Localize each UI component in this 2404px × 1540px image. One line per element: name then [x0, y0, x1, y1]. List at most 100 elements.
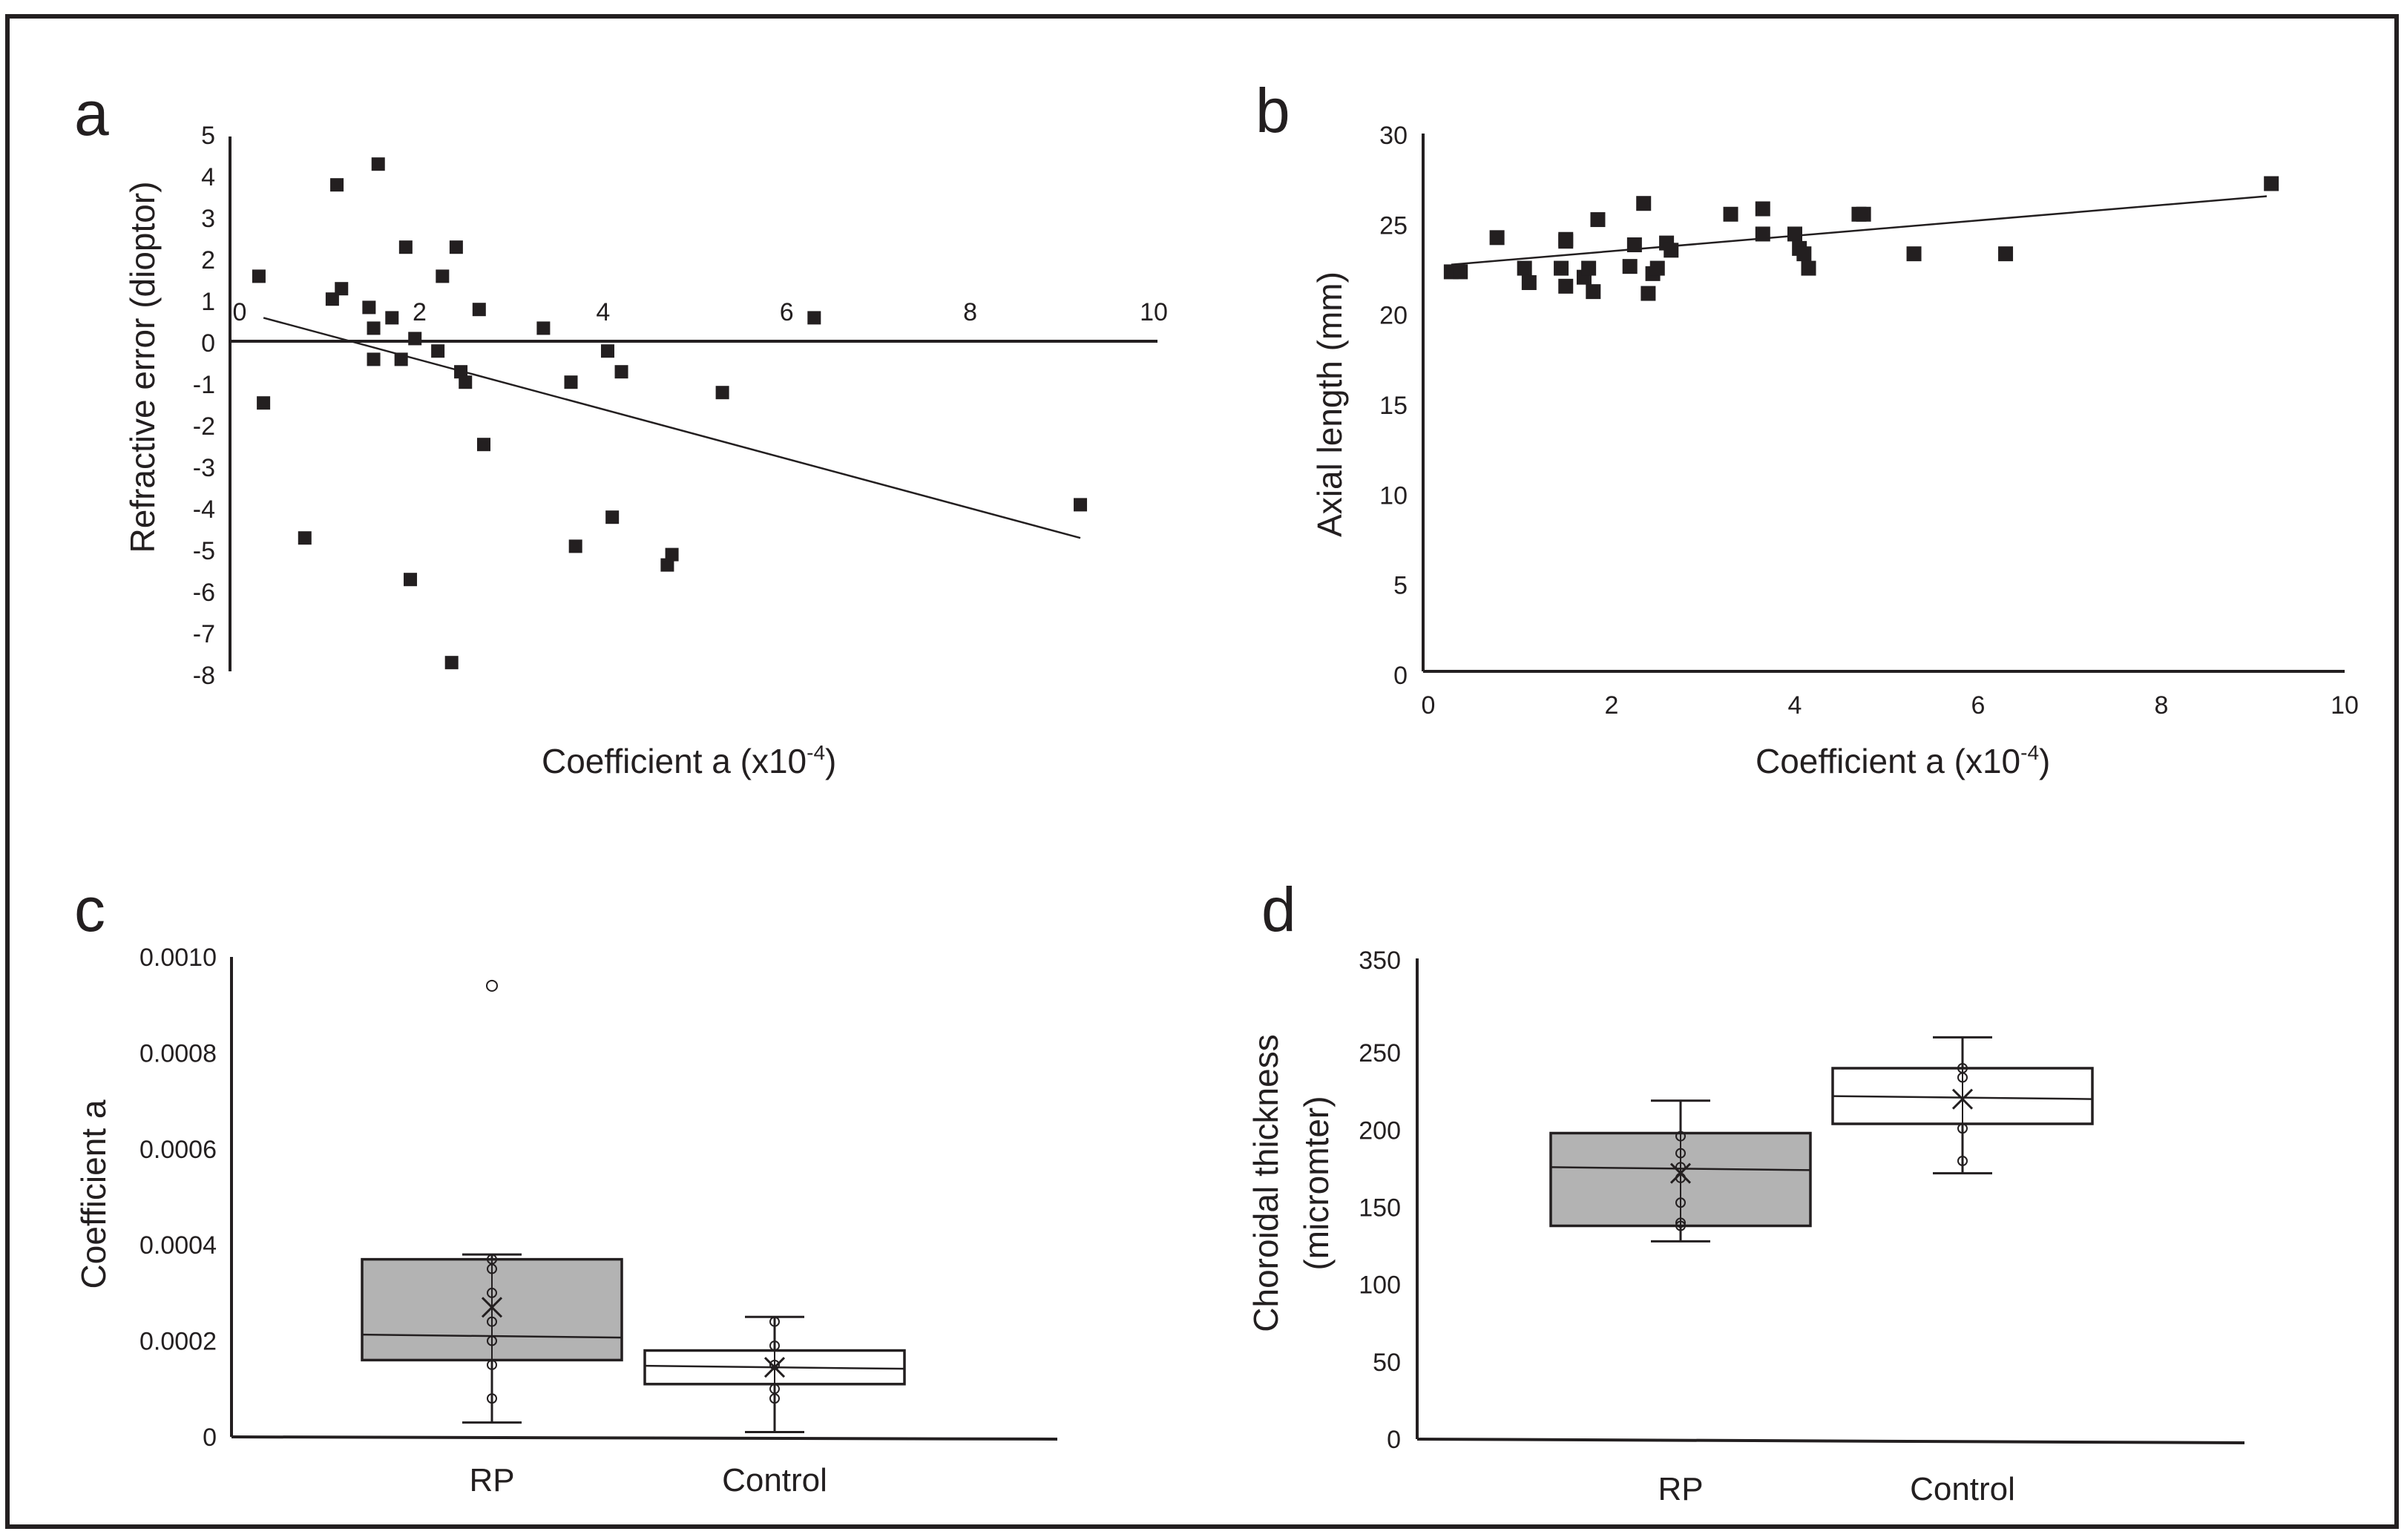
panel-b-x-tick: 2	[1605, 691, 1619, 720]
panel-d-y-tick: 50	[1373, 1349, 1401, 1377]
panel-b-x-tick: 8	[2155, 691, 2169, 720]
panel-b-point	[1796, 246, 1812, 262]
panel-a-point	[454, 365, 468, 379]
panel-a-point	[715, 386, 729, 400]
panel-c-mean-marker	[763, 1357, 786, 1378]
panel-d-data-point	[1957, 1063, 1968, 1073]
panel-a-point	[394, 352, 408, 366]
panel-a-point	[325, 292, 339, 306]
panel-a-y-tick: 1	[201, 288, 215, 316]
panel-a-y-tick: -2	[193, 412, 215, 441]
panel-a-point	[385, 311, 399, 325]
panel-b-point	[1554, 260, 1569, 276]
panel-d-x-axis	[1416, 1438, 2245, 1444]
panel-c-y-tick: 0.0006	[139, 1136, 217, 1164]
panel-a-point	[398, 240, 413, 254]
panel-a-y-tick: 3	[201, 205, 215, 233]
panel-a-x-tick: 4	[596, 298, 610, 326]
panel-a-y-tick: -4	[193, 496, 215, 524]
panel-c-category-label: Control	[722, 1462, 827, 1498]
panel-d-data-point	[1675, 1197, 1686, 1208]
panel-b-points	[1443, 176, 2279, 301]
panel-c-data-point	[487, 1393, 497, 1404]
panel-a-point	[362, 300, 376, 315]
panel-d-y-tick: 100	[1359, 1271, 1401, 1300]
panel-c-mean-marker	[481, 1297, 503, 1318]
panel-c-x-axis	[231, 1435, 1058, 1441]
panel-a-point	[335, 282, 349, 296]
panel-a-x-tick: 0	[233, 298, 247, 326]
panel-a-point	[600, 344, 614, 358]
panel-b-point	[1755, 226, 1770, 242]
panel-a-point	[436, 269, 450, 283]
panel-b-x-tick-labels: 0 2 4 6 8 10	[1422, 691, 2359, 720]
panel-b-point	[1453, 264, 1468, 280]
panel-a-x-tick: 2	[413, 298, 427, 326]
panel-b-point	[1622, 259, 1638, 274]
panel-b-x-tick: 4	[1788, 691, 1802, 720]
panel-b-y-tick: 5	[1393, 572, 1408, 600]
panel-c-category-label: RP	[469, 1462, 514, 1498]
panel-c-y-tick: 0.0010	[139, 944, 217, 972]
panel-a-point	[605, 510, 620, 524]
panel-b-y-tick: 0	[1393, 662, 1408, 690]
panel-a-y-axis-label: Refractive error (dioptor)	[123, 181, 162, 553]
panel-a-point	[665, 547, 679, 562]
panel-b-point	[1558, 278, 1574, 294]
panel-b-point	[1558, 231, 1574, 247]
panel-a-point	[476, 438, 490, 452]
panel-a-point	[449, 240, 463, 254]
panel-a-y-tick: -7	[193, 620, 215, 648]
panel-a-x-tick: 8	[963, 298, 977, 326]
panel-d-category-label: RP	[1658, 1471, 1703, 1507]
panel-b-point	[1586, 284, 1601, 300]
panel-d-y-tick: 350	[1359, 947, 1401, 975]
panel-c-data-point	[769, 1359, 780, 1370]
panel-c-data-point	[487, 1254, 497, 1265]
panel-b-point	[1517, 260, 1532, 276]
panel-b-point	[2264, 176, 2279, 191]
panel-b-point	[1856, 206, 1871, 222]
panel-a-y-tick: 0	[201, 329, 215, 358]
panel-d-boxplot: d 350 250 200 150 100 50 0 RP Control Choroidal…	[1247, 875, 2245, 1507]
panel-d-category-labels: RP Control	[1658, 1471, 2014, 1507]
panel-a-x-label-sup: -4	[807, 741, 825, 764]
panel-b-point	[1906, 246, 1922, 262]
panel-a-point	[459, 375, 473, 389]
panel-b-point	[1649, 260, 1665, 276]
panel-c-data-point	[487, 1287, 497, 1298]
panel-b-scatter: b 0 2 4 6 8 10 30 25 20 15 10 5 0 Axial length (mm)…	[1255, 76, 2359, 780]
panel-b-point	[1581, 260, 1597, 276]
panel-b-point	[1641, 286, 1656, 301]
panel-b-y-tick-labels: 30 25 20 15 10 5 0	[1379, 122, 1408, 690]
panel-c-data-point	[769, 1383, 780, 1395]
panel-a-x-label-main: Coefficient a (x10	[542, 742, 807, 780]
panel-letter-b: b	[1255, 76, 1290, 145]
panel-c-data-point	[487, 1335, 497, 1346]
panel-d-data-point	[1675, 1220, 1686, 1231]
panel-a-point	[257, 396, 271, 410]
panel-b-y-tick: 10	[1379, 481, 1408, 510]
panel-a-x-tick: 6	[780, 298, 794, 326]
panel-b-point	[1626, 237, 1642, 253]
panel-a-point	[564, 375, 578, 389]
panel-c-y-tick: 0	[203, 1424, 217, 1452]
panel-d-y-axis-label: Choroidal thickness	[1247, 1034, 1285, 1332]
panel-a-point	[252, 269, 266, 283]
panel-d-mean-marker	[1669, 1162, 1692, 1184]
panel-b-x-tick: 0	[1422, 691, 1436, 720]
panel-c-data-point	[487, 1316, 497, 1327]
panel-a-y-tick: -1	[193, 371, 215, 399]
panel-a-y-tick: 5	[201, 122, 215, 150]
panel-a-point	[371, 157, 385, 171]
panel-b-x-label-sup: -4	[2020, 741, 2039, 764]
panel-a-point	[408, 332, 422, 346]
panel-c-y-tick: 0.0004	[139, 1231, 217, 1260]
panel-a-y-tick: -6	[193, 579, 215, 607]
panel-c-data-point	[769, 1316, 780, 1327]
panel-a-y-tick: 4	[201, 163, 215, 191]
panel-a-point	[660, 558, 674, 572]
panel-d-mean-marker	[1951, 1088, 1974, 1110]
